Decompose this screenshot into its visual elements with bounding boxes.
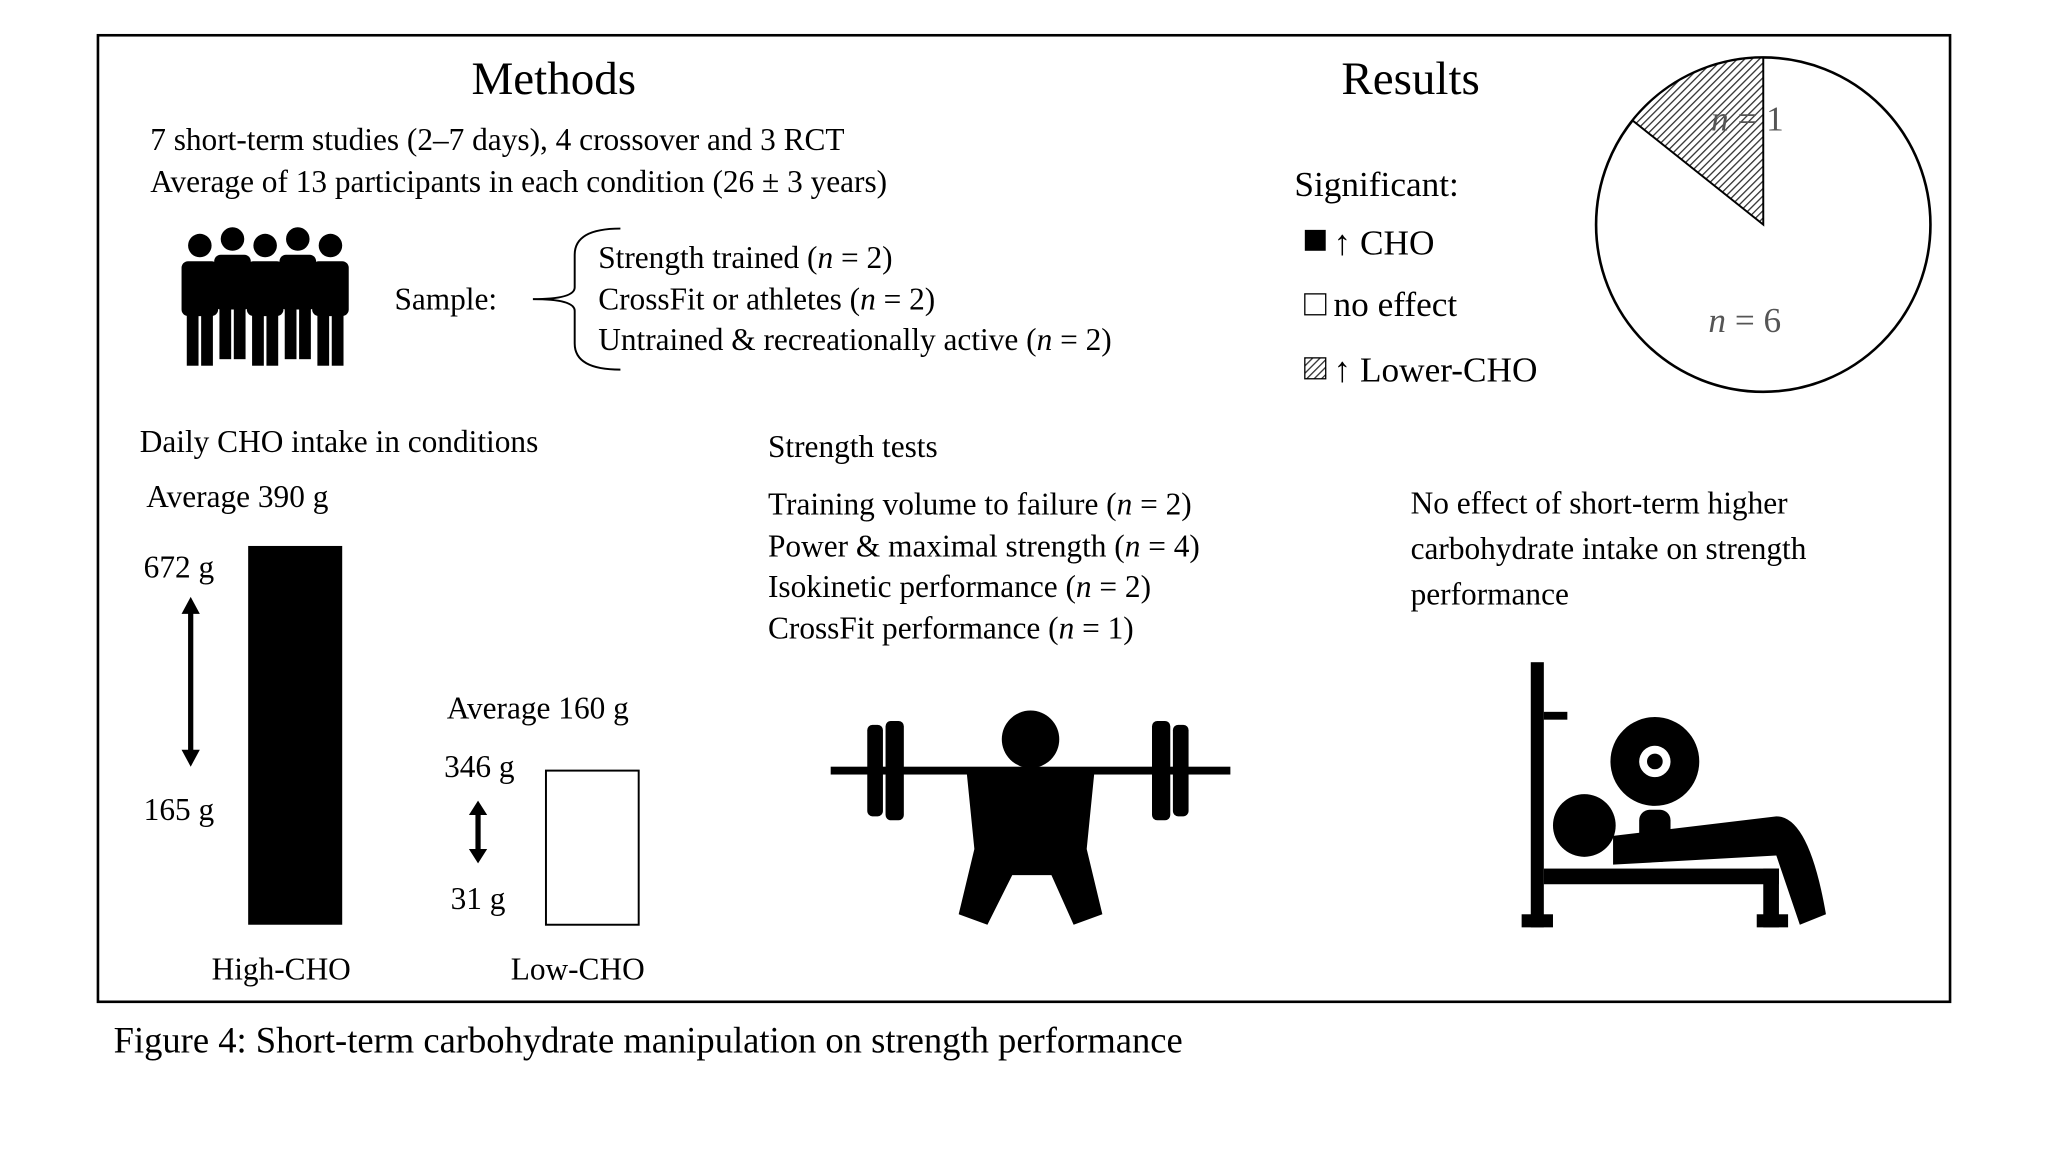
intake-title: Daily CHO intake in conditions bbox=[140, 424, 539, 459]
pie-label-n1: n = 1 bbox=[1711, 100, 1784, 139]
high-label: High-CHO bbox=[212, 952, 351, 987]
low-cho-bar bbox=[544, 769, 640, 926]
conclusion-line: No effect of short-term higher bbox=[1411, 485, 1789, 520]
conclusion-line: performance bbox=[1411, 577, 1569, 612]
high-average: Average 390 g bbox=[146, 479, 328, 514]
high-cho-bar bbox=[248, 545, 343, 925]
legend: ↑ CHO no effect ↑ Lower-CHO bbox=[1304, 224, 1538, 389]
brace bbox=[532, 227, 621, 371]
strength-item: Training volume to failure (n = 2) bbox=[768, 487, 1192, 522]
bench-press-icon bbox=[1521, 662, 1826, 928]
high-max: 672 g bbox=[144, 549, 215, 584]
conclusion-line: carbohydrate intake on strength bbox=[1411, 531, 1807, 566]
strength-list: Training volume to failure (n = 2) Power… bbox=[768, 487, 1200, 646]
people-icon bbox=[181, 227, 349, 366]
strength-item: Power & maximal strength (n = 4) bbox=[768, 528, 1200, 563]
sample-label: Sample: bbox=[394, 282, 497, 317]
methods-title: Methods bbox=[472, 53, 637, 105]
strength-item: Isokinetic performance (n = 2) bbox=[768, 569, 1151, 604]
legend-swatch-lower-cho bbox=[1304, 357, 1327, 380]
pie-label-n6: n = 6 bbox=[1708, 301, 1781, 340]
squat-icon bbox=[830, 710, 1231, 925]
strength-item: CrossFit performance (n = 1) bbox=[768, 611, 1134, 646]
legend-label: no effect bbox=[1334, 285, 1458, 324]
legend-label: ↑ CHO bbox=[1334, 224, 1435, 263]
high-min: 165 g bbox=[144, 792, 215, 827]
strength-title: Strength tests bbox=[768, 429, 938, 464]
methods-line-2: Average of 13 participants in each condi… bbox=[150, 164, 887, 199]
low-max: 346 g bbox=[444, 749, 515, 784]
legend-label: ↑ Lower-CHO bbox=[1334, 350, 1538, 389]
low-label: Low-CHO bbox=[511, 952, 645, 987]
high-range-arrow bbox=[181, 596, 200, 767]
pie-slice-lower-cho bbox=[1631, 56, 1765, 227]
sample-item: CrossFit or athletes (n = 2) bbox=[598, 282, 935, 317]
legend-swatch-cho bbox=[1304, 229, 1326, 251]
low-min: 31 g bbox=[451, 881, 506, 916]
methods-line-1: 7 short-term studies (2–7 days), 4 cross… bbox=[150, 122, 844, 157]
sample-item: Strength trained (n = 2) bbox=[598, 240, 892, 275]
figure-caption: Figure 4: Short-term carbohydrate manipu… bbox=[114, 1020, 1183, 1061]
legend-title: Significant: bbox=[1294, 165, 1458, 204]
pie-chart: n = 1 n = 6 bbox=[1594, 56, 1932, 394]
sample-item: Untrained & recreationally active (n = 2… bbox=[598, 322, 1112, 357]
sample-list: Strength trained (n = 2) CrossFit or ath… bbox=[598, 240, 1112, 357]
low-average: Average 160 g bbox=[447, 690, 629, 725]
results-title: Results bbox=[1341, 53, 1479, 105]
figure-frame bbox=[96, 33, 1952, 1004]
low-range-arrow bbox=[468, 800, 488, 864]
legend-swatch-no-effect bbox=[1304, 293, 1327, 316]
